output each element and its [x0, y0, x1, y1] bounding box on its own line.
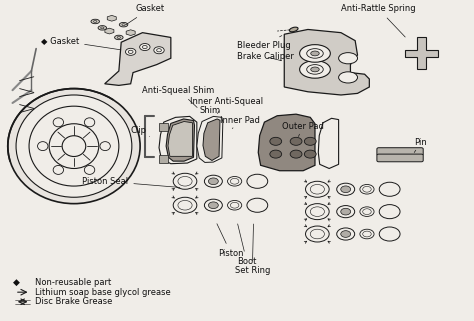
Polygon shape [166, 119, 194, 161]
Text: Clip: Clip [131, 126, 150, 136]
Polygon shape [318, 118, 338, 169]
Ellipse shape [311, 51, 319, 56]
Ellipse shape [290, 150, 302, 158]
Text: Piston: Piston [217, 224, 244, 258]
Ellipse shape [290, 137, 302, 145]
Ellipse shape [338, 72, 357, 83]
Text: Disc Brake Grease: Disc Brake Grease [35, 297, 112, 306]
Ellipse shape [300, 61, 330, 78]
Ellipse shape [209, 202, 219, 209]
Ellipse shape [300, 45, 330, 62]
Ellipse shape [311, 67, 319, 72]
FancyBboxPatch shape [377, 154, 423, 162]
Text: Outer Pad: Outer Pad [282, 122, 324, 136]
Polygon shape [126, 30, 135, 36]
Ellipse shape [341, 186, 351, 193]
Polygon shape [284, 30, 369, 95]
Polygon shape [105, 33, 171, 85]
Text: Anti-Squeal Shim: Anti-Squeal Shim [143, 86, 215, 108]
Text: Gasket: Gasket [126, 4, 164, 25]
Text: Inner Anti-Squeal: Inner Anti-Squeal [190, 97, 263, 114]
Ellipse shape [341, 231, 351, 237]
Polygon shape [197, 117, 223, 162]
Text: Piston Seal: Piston Seal [82, 177, 180, 187]
Text: Anti-Rattle Spring: Anti-Rattle Spring [341, 4, 416, 37]
Ellipse shape [119, 22, 128, 27]
Text: ◆ Gasket: ◆ Gasket [41, 36, 121, 50]
Ellipse shape [304, 150, 316, 158]
Text: Non-reusable part: Non-reusable part [35, 278, 111, 287]
Polygon shape [168, 122, 192, 156]
Polygon shape [405, 38, 438, 69]
Text: Inner Pad: Inner Pad [220, 116, 260, 128]
Polygon shape [203, 119, 220, 160]
Polygon shape [105, 28, 114, 34]
Polygon shape [258, 114, 315, 171]
Ellipse shape [154, 47, 164, 54]
FancyBboxPatch shape [377, 148, 423, 155]
Polygon shape [159, 117, 197, 164]
Ellipse shape [209, 178, 219, 185]
Ellipse shape [304, 137, 316, 145]
Ellipse shape [338, 53, 357, 64]
Ellipse shape [270, 150, 282, 158]
Text: Shim: Shim [199, 107, 220, 116]
Ellipse shape [8, 89, 140, 204]
Ellipse shape [270, 137, 282, 145]
Polygon shape [159, 155, 168, 163]
Text: Lithium soap base glycol grease: Lithium soap base glycol grease [35, 288, 171, 297]
Ellipse shape [16, 95, 132, 197]
Text: ◆: ◆ [12, 278, 19, 287]
Text: Brake Caliper: Brake Caliper [237, 52, 294, 61]
Ellipse shape [140, 44, 150, 50]
Ellipse shape [98, 26, 107, 30]
Text: Bleeder Plug: Bleeder Plug [237, 36, 291, 50]
Text: Pin: Pin [414, 138, 427, 152]
Text: Boot: Boot [237, 224, 256, 266]
Polygon shape [107, 15, 116, 21]
Polygon shape [159, 123, 168, 131]
Ellipse shape [341, 208, 351, 215]
Text: Set Ring: Set Ring [235, 224, 270, 275]
Ellipse shape [91, 19, 100, 24]
Ellipse shape [290, 27, 298, 32]
Ellipse shape [126, 48, 136, 55]
Ellipse shape [115, 35, 123, 40]
